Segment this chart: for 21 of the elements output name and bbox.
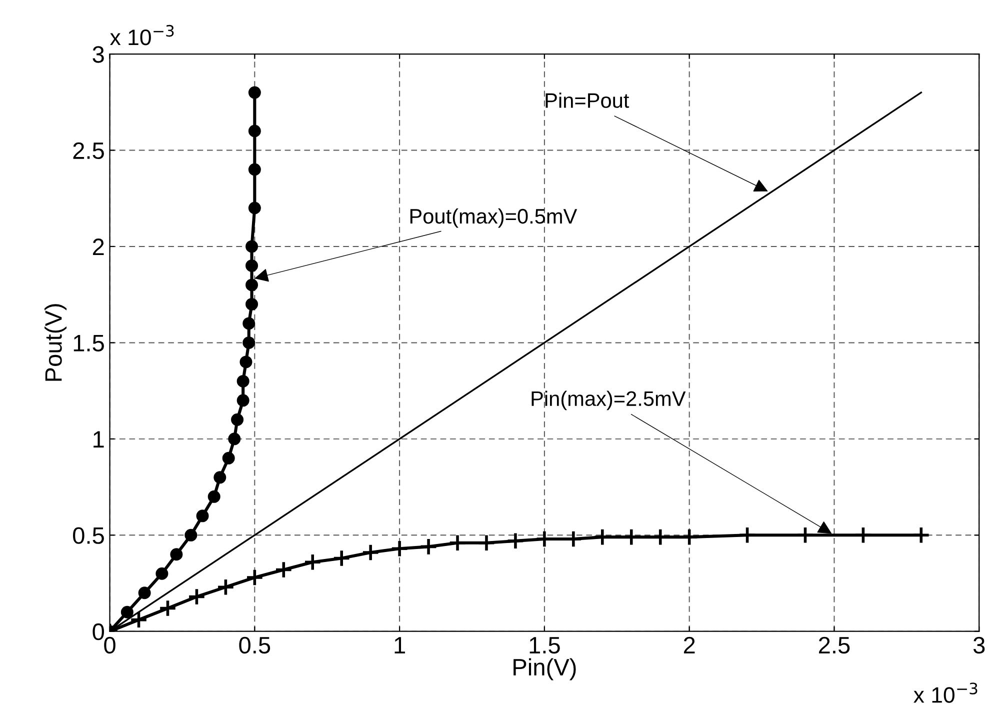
y-axis-title: Pout(V) (44, 304, 67, 381)
y-tick-label: 0.5 (73, 527, 104, 544)
y-tick-label: 3 (92, 46, 104, 63)
annotation: Pout(max)=0.5mV (410, 208, 578, 228)
x-tick-label: 2.5 (819, 636, 850, 654)
y-tick-label: 0 (92, 623, 104, 640)
x-axis-title: Pin(V) (514, 658, 576, 680)
text: x 10$^{−3}$ (914, 682, 978, 703)
y-tick-label: 2.5 (73, 142, 104, 160)
x-tick-label: 1 (394, 637, 405, 654)
y-tick-label: 1.5 (74, 335, 104, 352)
annotation: Pin(max)=2.5mV (532, 390, 686, 410)
annotation: Pin=Pout (546, 92, 630, 108)
x-tick-label: 0.5 (239, 636, 270, 654)
text: x 10$^{−3}$ (110, 24, 174, 46)
x-tick-label: 3 (973, 636, 985, 654)
x-tick-label: 2 (684, 636, 695, 654)
y-tick-label: 1 (94, 431, 104, 448)
x-tick-label: 0 (104, 636, 116, 654)
y-tick-label: 2 (92, 238, 104, 256)
x-tick-label: 1.5 (530, 637, 560, 654)
